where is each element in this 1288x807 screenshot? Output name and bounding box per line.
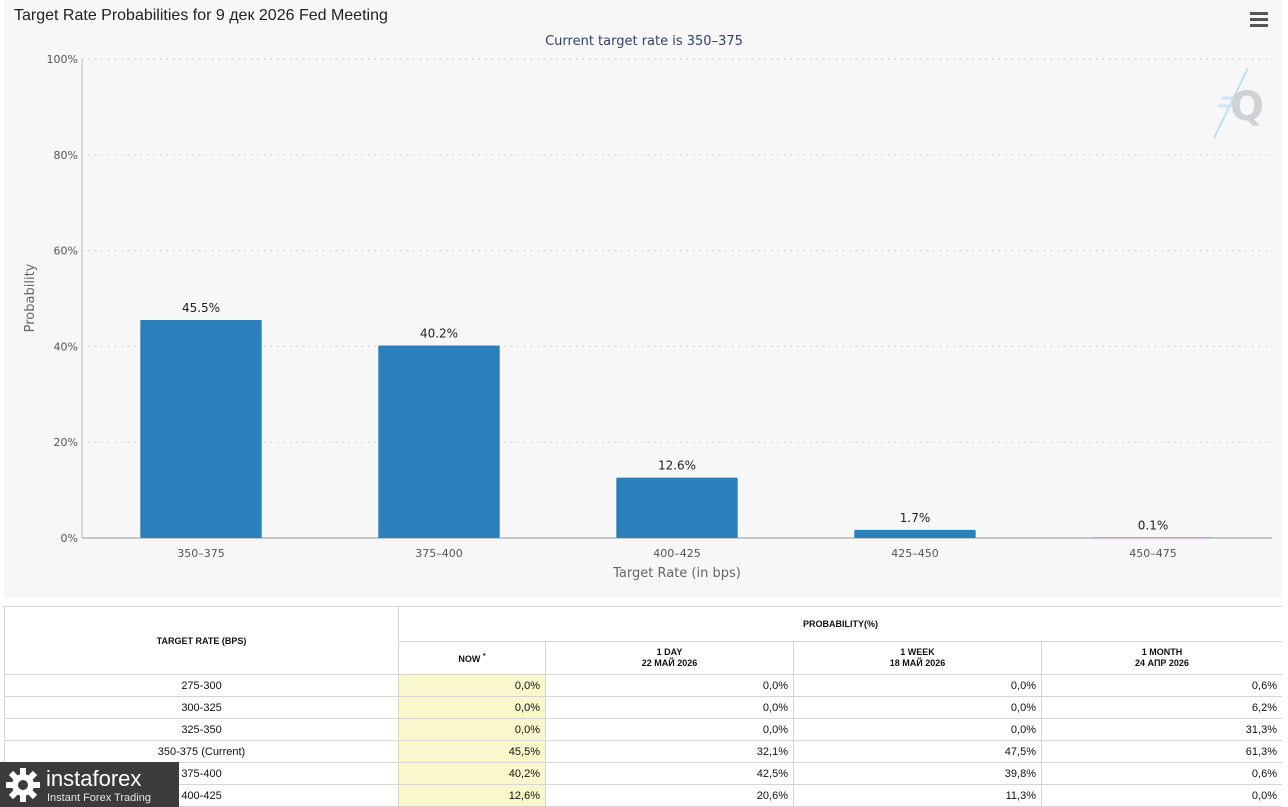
rate-cell: 325-350 (4, 718, 399, 741)
one-month-cell: 6,2% (1041, 696, 1282, 719)
one-month-label: 1 MONTH (1141, 647, 1183, 657)
q-logo-icon: Q (1213, 67, 1264, 139)
chart-title: Target Rate Probabilities for 9 дек 2026… (14, 7, 388, 24)
now-cell: 12,6% (398, 784, 546, 807)
y-tick-label: 80% (54, 149, 78, 162)
now-label: NOW (458, 654, 481, 664)
one-week-cell: 47,5% (793, 740, 1042, 763)
y-tick-labels: 0% 20% 40% 60% 80% 100% (47, 53, 78, 545)
watermark-tagline: Instant Forex Trading (47, 792, 151, 804)
y-tick-label: 0% (61, 532, 78, 545)
now-cell: 0,0% (398, 696, 546, 719)
rate-cell: 275-300 (4, 674, 399, 697)
table-row: 325-350 0,0% 0,0% 0,0% 31,3% (4, 718, 1282, 741)
now-cell: 40,2% (398, 762, 546, 785)
now-cell: 45,5% (398, 740, 546, 763)
one-month-cell: 0,0% (1041, 784, 1282, 807)
x-tick-label: 400–425 (653, 547, 701, 560)
hamburger-menu-icon[interactable] (1250, 12, 1268, 28)
one-week-date: 18 МАЙ 2026 (889, 658, 946, 668)
one-week-cell: 0,0% (793, 718, 1042, 741)
data-labels: 45.5% 40.2% 12.6% 1.7% 0.1% (182, 301, 1168, 532)
one-month-cell: 61,3% (1041, 740, 1282, 763)
one-month-cell: 0,6% (1041, 674, 1282, 697)
table-row: 300-325 0,0% 0,0% 0,0% 6,2% (4, 696, 1282, 719)
x-tick-label: 350–375 (177, 547, 225, 560)
table-row: 275-300 0,0% 0,0% 0,0% 0,6% (4, 674, 1282, 697)
x-tick-labels: 350–375 375–400 400–425 425–450 450–475 (177, 547, 1177, 560)
bar[interactable] (140, 320, 262, 538)
svg-text:Q: Q (1230, 84, 1264, 130)
target-rate-header: TARGET RATE (BPS) (4, 606, 399, 675)
data-label: 1.7% (900, 511, 931, 525)
bar[interactable] (616, 477, 738, 538)
probability-table: TARGET RATE (BPS) PROBABILITY(%) NOW * 1… (4, 606, 1282, 807)
one-day-cell: 32,1% (545, 740, 794, 763)
chart-subtitle: Current target rate is 350–375 (545, 34, 743, 49)
rate-cell: 350-375 (Current) (4, 740, 399, 763)
one-week-label: 1 WEEK (900, 647, 935, 657)
one-day-cell: 0,0% (545, 674, 794, 697)
bar[interactable] (854, 529, 976, 538)
data-label: 45.5% (182, 301, 220, 315)
one-day-date: 22 МАЙ 2026 (641, 658, 698, 668)
data-label: 40.2% (420, 326, 458, 340)
one-week-cell: 0,0% (793, 674, 1042, 697)
now-cell: 0,0% (398, 674, 546, 697)
y-axis-title: Probability (23, 263, 38, 332)
x-tick-label: 450–475 (1129, 547, 1177, 560)
table-row: 350-375 (Current) 45,5% 32,1% 47,5% 61,3… (4, 740, 1282, 763)
now-cell: 0,0% (398, 718, 546, 741)
one-month-date: 24 АПР 2026 (1135, 658, 1189, 668)
one-week-column-header: 1 WEEK 18 МАЙ 2026 (793, 641, 1042, 675)
x-axis-title: Target Rate (in bps) (612, 566, 741, 581)
instaforex-watermark: instaforex Instant Forex Trading (0, 762, 179, 807)
bar[interactable] (378, 345, 500, 538)
y-tick-label: 60% (54, 245, 78, 258)
bar-chart: Current target rate is 350–375 0% 20% 40% 6… (23, 34, 1272, 581)
one-day-column-header: 1 DAY 22 МАЙ 2026 (545, 641, 794, 675)
table-row: 400-425 12,6% 20,6% 11,3% 0,0% (4, 784, 1282, 807)
now-column-header: NOW * (398, 641, 546, 675)
one-day-cell: 42,5% (545, 762, 794, 785)
y-tick-label: 100% (47, 53, 78, 66)
bars (140, 320, 1214, 538)
one-day-label: 1 DAY (656, 647, 683, 657)
table-row: 375-400 40,2% 42,5% 39,8% 0,6% (4, 762, 1282, 785)
one-month-column-header: 1 MONTH 24 АПР 2026 (1041, 641, 1282, 675)
x-tick-label: 375–400 (415, 547, 463, 560)
rate-cell: 300-325 (4, 696, 399, 719)
y-tick-label: 40% (54, 340, 78, 353)
one-day-cell: 0,0% (545, 696, 794, 719)
data-label: 12.6% (658, 459, 696, 473)
probability-header: PROBABILITY(%) (398, 606, 1282, 642)
now-footnote-mark: * (482, 653, 486, 660)
gear-logo-icon (6, 768, 40, 802)
one-month-cell: 31,3% (1041, 718, 1282, 741)
one-day-cell: 0,0% (545, 718, 794, 741)
data-label: 0.1% (1138, 519, 1169, 533)
chart-panel: Target Rate Probabilities for 9 дек 2026… (4, 0, 1282, 598)
one-week-cell: 0,0% (793, 696, 1042, 719)
one-day-cell: 20,6% (545, 784, 794, 807)
probability-table-container: TARGET RATE (BPS) PROBABILITY(%) NOW * 1… (4, 606, 1282, 807)
y-tick-label: 20% (54, 436, 78, 449)
one-week-cell: 11,3% (793, 784, 1042, 807)
one-month-cell: 0,6% (1041, 762, 1282, 785)
one-week-cell: 39,8% (793, 762, 1042, 785)
x-tick-label: 425–450 (891, 547, 939, 560)
watermark-brand: instaforex (46, 766, 142, 791)
